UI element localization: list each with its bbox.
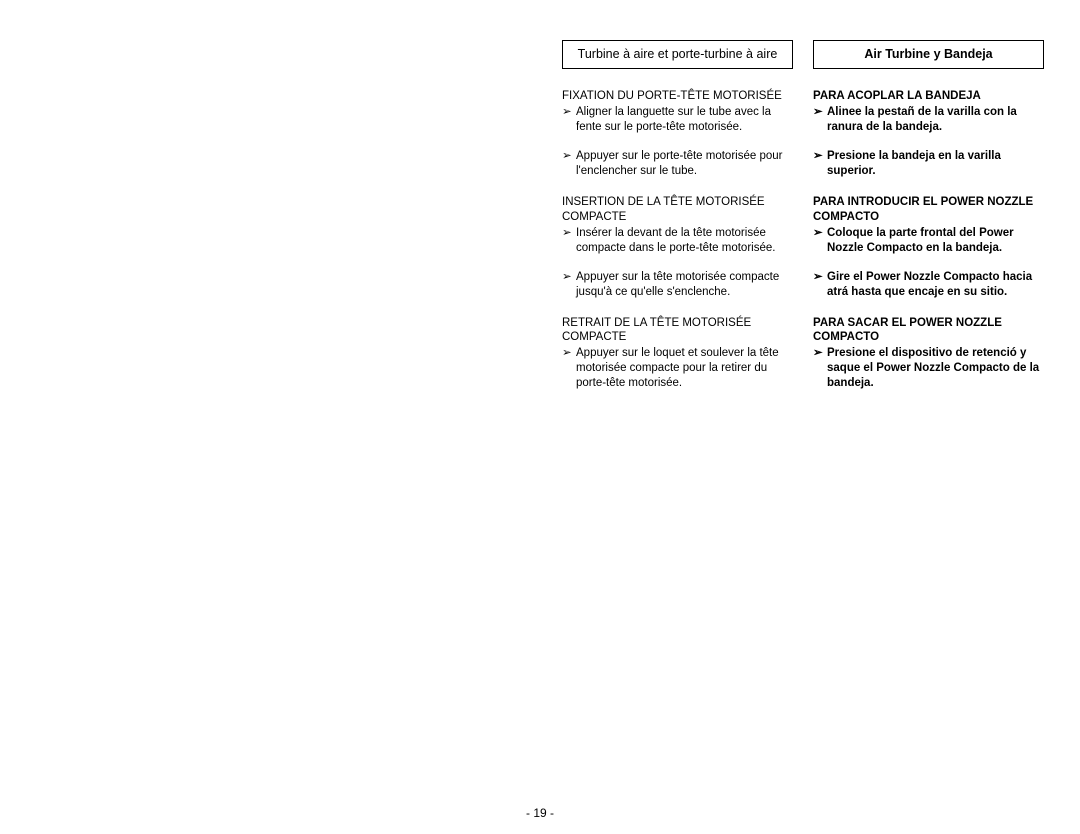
bullet-item: ➢ Gire el Power Nozzle Compacto hacia at… <box>813 270 1044 300</box>
bullet-text: Coloque la parte frontal del Power Nozzl… <box>827 226 1044 256</box>
bullet-icon: ➢ <box>562 105 576 135</box>
section-title: INSERTION DE LA TÊTE MOTORISÉE COMPACTE <box>562 195 793 224</box>
bullet-icon: ➢ <box>562 226 576 256</box>
bullet-icon: ➢ <box>813 346 827 391</box>
section: INSERTION DE LA TÊTE MOTORISÉE COMPACTE … <box>562 195 793 300</box>
bullet-item: ➢ Presione la bandeja en la varilla supe… <box>813 149 1044 179</box>
bullet-text: Gire el Power Nozzle Compacto hacia atrá… <box>827 270 1044 300</box>
bullet-text: Presione el dispositivo de retenció y sa… <box>827 346 1044 391</box>
bullet-text: Alinee la pestañ de la varilla con la ra… <box>827 105 1044 135</box>
page-number: - 19 - <box>0 806 1080 820</box>
section: PARA ACOPLAR LA BANDEJA ➢ Alinee la pest… <box>813 89 1044 179</box>
section-title: RETRAIT DE LA TÊTE MOTORISÉE COMPACTE <box>562 316 793 345</box>
bullet-item: ➢ Aligner la languette sur le tube avec … <box>562 105 793 135</box>
left-column: Turbine à aire et porte-turbine à aire F… <box>562 40 793 407</box>
bullet-item: ➢ Presione el dispositivo de retenció y … <box>813 346 1044 391</box>
bullet-icon: ➢ <box>813 226 827 256</box>
bullet-icon: ➢ <box>813 270 827 300</box>
section-title: PARA SACAR EL POWER NOZZLE COMPACTO <box>813 316 1044 345</box>
bullet-icon: ➢ <box>562 270 576 300</box>
left-column-header: Turbine à aire et porte-turbine à aire <box>562 40 793 69</box>
section-title: FIXATION DU PORTE-TÊTE MOTORISÉE <box>562 89 793 103</box>
bullet-icon: ➢ <box>562 149 576 179</box>
bullet-text: Insérer la devant de la tête motorisée c… <box>576 226 793 256</box>
right-column: Air Turbine y Bandeja PARA ACOPLAR LA BA… <box>813 40 1044 407</box>
section: PARA SACAR EL POWER NOZZLE COMPACTO ➢ Pr… <box>813 316 1044 392</box>
right-column-header: Air Turbine y Bandeja <box>813 40 1044 69</box>
two-column-layout: Turbine à aire et porte-turbine à aire F… <box>562 40 1044 407</box>
bullet-item: ➢ Appuyer sur la tête motorisée compacte… <box>562 270 793 300</box>
bullet-icon: ➢ <box>813 105 827 135</box>
bullet-item: ➢ Insérer la devant de la tête motorisée… <box>562 226 793 256</box>
section: RETRAIT DE LA TÊTE MOTORISÉE COMPACTE ➢ … <box>562 316 793 392</box>
section: FIXATION DU PORTE-TÊTE MOTORISÉE ➢ Align… <box>562 89 793 179</box>
bullet-icon: ➢ <box>813 149 827 179</box>
bullet-item: ➢ Appuyer sur le loquet et soulever la t… <box>562 346 793 391</box>
bullet-text: Appuyer sur le porte-tête motorisée pour… <box>576 149 793 179</box>
section-title: PARA ACOPLAR LA BANDEJA <box>813 89 1044 103</box>
bullet-item: ➢ Coloque la parte frontal del Power Noz… <box>813 226 1044 256</box>
section: PARA INTRODUCIR EL POWER NOZZLE COMPACTO… <box>813 195 1044 300</box>
bullet-item: ➢ Alinee la pestañ de la varilla con la … <box>813 105 1044 135</box>
section-title: PARA INTRODUCIR EL POWER NOZZLE COMPACTO <box>813 195 1044 224</box>
document-page: Turbine à aire et porte-turbine à aire F… <box>562 40 1044 407</box>
bullet-text: Aligner la languette sur le tube avec la… <box>576 105 793 135</box>
bullet-text: Presione la bandeja en la varilla superi… <box>827 149 1044 179</box>
bullet-text: Appuyer sur le loquet et soulever la têt… <box>576 346 793 391</box>
bullet-text: Appuyer sur la tête motorisée compacte j… <box>576 270 793 300</box>
bullet-icon: ➢ <box>562 346 576 391</box>
bullet-item: ➢ Appuyer sur le porte-tête motorisée po… <box>562 149 793 179</box>
